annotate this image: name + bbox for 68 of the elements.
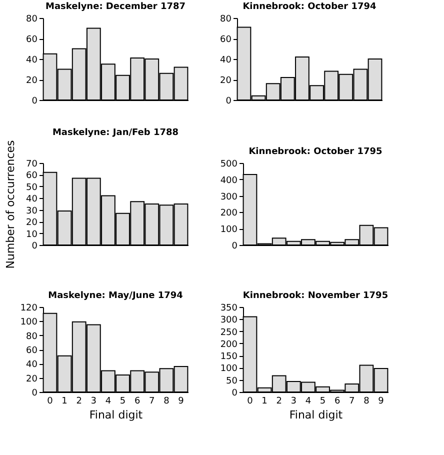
y-tick-label: 0 [232, 242, 238, 252]
y-tick-label: 0 [32, 242, 38, 252]
x-tick-label: 3 [290, 396, 297, 406]
y-tick-label: 60 [26, 346, 38, 356]
x-tick-label: 9 [378, 396, 384, 406]
y-tick-label: 20 [220, 76, 232, 86]
y-tick-label: 0 [226, 96, 232, 106]
chart-title: Kinnebrook: October 1794 [242, 2, 376, 12]
x-tick-label: 8 [364, 396, 370, 406]
y-tick-label: 20 [26, 76, 38, 86]
x-tick-label: 1 [262, 396, 268, 406]
x-tick-label: 5 [320, 396, 326, 406]
chart-title: Kinnebrook: November 1795 [242, 291, 388, 301]
chart-title: Maskelyne: December 1787 [46, 2, 186, 12]
y-tick-label: 0 [32, 96, 38, 106]
y-tick-label: 50 [26, 182, 38, 193]
x-tick-label: 7 [349, 396, 355, 406]
chart-title: Maskelyne: May/June 1794 [48, 291, 183, 301]
y-tick-label: 200 [220, 208, 238, 219]
y-tick-label: 100 [20, 318, 38, 328]
x-tick-label: 0 [247, 396, 254, 406]
x-tick-label: 0 [47, 396, 54, 406]
y-tick-label: 20 [26, 374, 38, 384]
y-tick-label: 60 [26, 171, 38, 182]
y-tick-label: 10 [26, 230, 38, 240]
y-tick-label: 250 [220, 328, 238, 338]
y-tick-label: 80 [26, 332, 38, 342]
y-tick-label: 40 [26, 360, 38, 370]
x-tick-label: 9 [178, 396, 184, 406]
x-tick-label: 2 [76, 396, 82, 406]
y-tick-label: 120 [20, 304, 38, 314]
x-axis-title: Final digit [89, 408, 144, 422]
x-tick-label: 2 [276, 396, 282, 406]
x-axis-title: Final digit [289, 408, 344, 422]
y-tick-label: 20 [26, 218, 38, 228]
x-tick-label: 1 [62, 396, 68, 406]
y-tick-label: 350 [220, 304, 238, 314]
y-axis-title: Number of occurrences [4, 140, 18, 269]
y-tick-label: 400 [220, 176, 238, 186]
chart-title: Maskelyne: Jan/Feb 1788 [52, 128, 179, 138]
x-tick-label: 6 [334, 396, 340, 406]
y-tick-label: 60 [220, 35, 232, 45]
x-tick-label: 4 [305, 396, 312, 406]
y-tick-label: 40 [220, 56, 232, 66]
chart-title: Kinnebrook: October 1795 [248, 147, 382, 157]
x-tick-label: 3 [90, 396, 97, 406]
y-tick-label: 40 [26, 56, 38, 66]
y-tick-label: 100 [220, 225, 238, 236]
y-tick-label: 50 [226, 376, 238, 386]
y-tick-label: 100 [220, 364, 238, 374]
x-tick-label: 6 [134, 396, 140, 406]
y-tick-label: 0 [232, 388, 238, 398]
y-tick-label: 30 [26, 206, 38, 216]
y-tick-label: 70 [26, 160, 38, 170]
y-tick-label: 80 [220, 14, 232, 24]
y-tick-label: 150 [220, 352, 238, 362]
x-tick-label: 5 [120, 396, 126, 406]
y-tick-label: 40 [26, 194, 38, 205]
y-tick-label: 300 [220, 316, 238, 326]
y-tick-label: 200 [220, 340, 238, 350]
x-tick-label: 8 [164, 396, 170, 406]
x-tick-label: 4 [105, 396, 112, 406]
y-tick-label: 500 [220, 160, 238, 170]
y-tick-label: 0 [32, 388, 38, 398]
y-tick-label: 80 [26, 14, 38, 24]
y-tick-label: 300 [220, 192, 238, 202]
x-tick-label: 7 [149, 396, 155, 406]
y-tick-label: 60 [26, 35, 38, 45]
